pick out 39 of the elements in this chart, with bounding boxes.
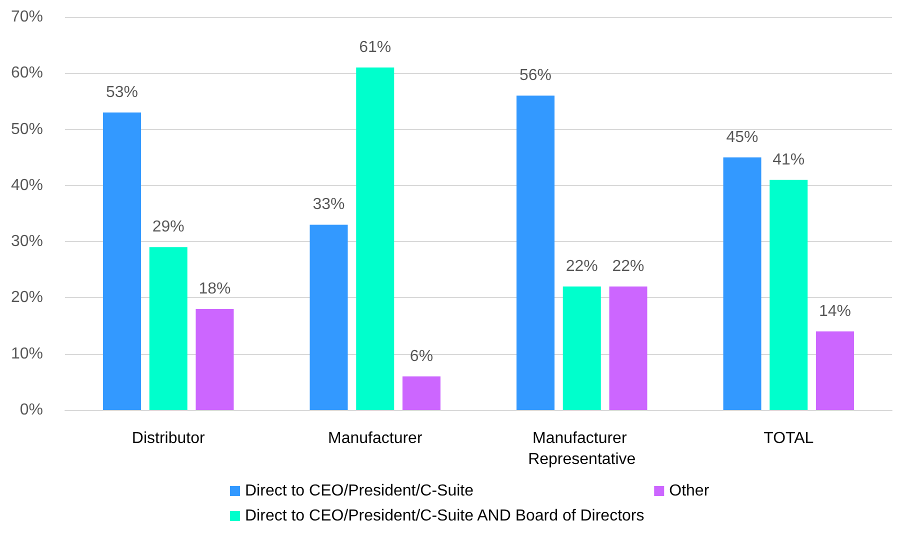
x-tick-label: Manufacturer Representative <box>528 430 636 468</box>
data-label: 53% <box>106 84 138 101</box>
y-tick-label: 30% <box>10 233 43 250</box>
x-tick-label: Distributor <box>132 430 206 447</box>
bar <box>816 331 854 410</box>
y-tick-label: 10% <box>10 345 43 362</box>
bar <box>516 96 555 410</box>
data-label: 45% <box>726 128 758 146</box>
bar <box>562 286 601 410</box>
data-label: 22% <box>566 258 598 275</box>
legend-label: Direct to CEO/President/C-Suite <box>245 482 474 500</box>
y-tick-label: 20% <box>10 289 43 306</box>
legend-label: Other <box>669 482 710 500</box>
y-tick-label: 70% <box>10 8 43 26</box>
data-label: 41% <box>772 151 805 168</box>
y-tick-label: 50% <box>10 120 43 138</box>
legend-label: Direct to CEO/President/C-Suite AND Board of Directors <box>245 508 644 524</box>
data-label: 29% <box>152 218 184 236</box>
data-label: 18% <box>198 280 231 298</box>
x-tick-label: TOTAL <box>764 430 814 447</box>
bar <box>196 308 234 410</box>
bar <box>310 224 348 410</box>
bar <box>103 112 142 410</box>
y-tick-label: 0% <box>20 402 43 418</box>
bar <box>402 376 440 410</box>
data-label: 22% <box>612 258 644 275</box>
data-label: 6% <box>410 348 434 365</box>
bar <box>356 68 394 410</box>
data-label: 61% <box>359 39 392 56</box>
bar <box>723 157 762 410</box>
y-tick-label: 40% <box>10 176 43 194</box>
bar <box>149 247 188 410</box>
y-tick-label: 60% <box>10 64 43 82</box>
x-tick-label: Manufacturer <box>328 430 423 447</box>
bar <box>770 180 808 410</box>
data-label: 33% <box>312 196 345 214</box>
data-label: 14% <box>818 302 851 320</box>
data-label: 56% <box>520 67 552 84</box>
bar <box>609 286 648 410</box>
